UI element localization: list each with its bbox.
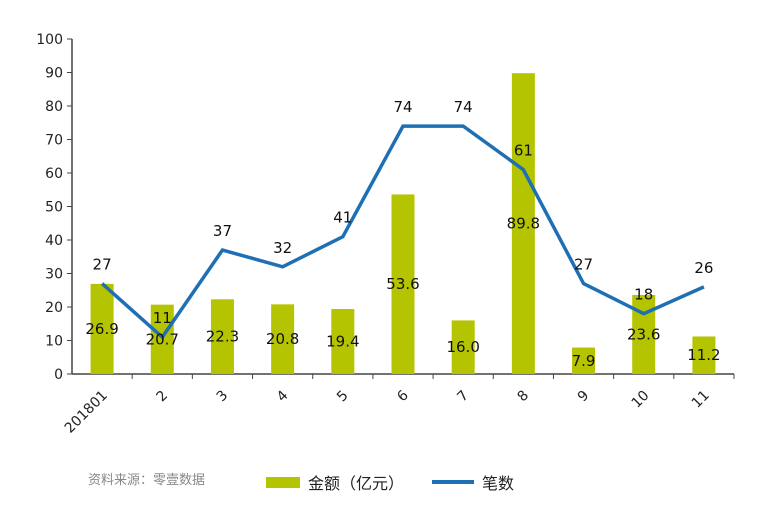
- source-note: 资料来源：零壹数据: [88, 473, 206, 488]
- legend-item-amount: 金额（亿元）: [266, 470, 404, 494]
- bar: [210, 299, 234, 374]
- y-tick-label: 70: [45, 133, 63, 149]
- line-data-label: 61: [514, 142, 533, 160]
- bar-data-label: 23.6: [627, 325, 660, 343]
- line-data-label: 26: [694, 259, 713, 277]
- x-tick-label: 5: [334, 388, 352, 406]
- bar: [632, 294, 656, 374]
- x-tick-label: 6: [394, 387, 412, 405]
- line-data-label: 27: [574, 256, 593, 274]
- x-tick-label: 201801: [62, 388, 111, 437]
- line-data-label: 74: [393, 98, 412, 116]
- legend-label-amount: 金额（亿元）: [308, 474, 405, 493]
- bar: [391, 194, 415, 374]
- bar: [572, 347, 596, 374]
- x-tick-label: 7: [454, 388, 472, 406]
- bar: [511, 73, 535, 375]
- bar-data-label: 20.7: [146, 330, 179, 348]
- bar: [90, 283, 114, 374]
- legend-bar-swatch: [266, 476, 300, 488]
- y-tick-label: 100: [36, 32, 63, 48]
- bar-data-label: 20.8: [266, 330, 299, 348]
- series-line: [100, 124, 705, 340]
- x-tick-label: 2: [153, 388, 171, 406]
- x-tick-label: 3: [214, 388, 232, 406]
- y-tick-label: 80: [45, 99, 63, 115]
- bar-data-label: 11.2: [687, 346, 720, 364]
- line-data-label: 32: [273, 239, 292, 257]
- legend-line-swatch: [432, 480, 474, 484]
- bar: [451, 320, 475, 374]
- line-data-label: 37: [213, 222, 232, 240]
- bar-data-label: 22.3: [206, 328, 239, 346]
- bar-data-label: 89.8: [507, 215, 540, 233]
- bar-data-label: 19.4: [326, 333, 359, 351]
- x-tick-label: 8: [515, 388, 533, 406]
- y-tick-label: 0: [54, 367, 63, 383]
- y-tick-label: 90: [45, 66, 63, 82]
- y-tick-label: 20: [45, 300, 63, 316]
- bar: [271, 304, 295, 374]
- line-data-label: 11: [153, 309, 172, 327]
- bar-data-label: 53.6: [386, 275, 419, 293]
- x-tick-label: 11: [689, 388, 713, 412]
- legend-label-count: 笔数: [482, 474, 515, 493]
- bar: [331, 309, 355, 374]
- y-tick-label: 30: [45, 267, 63, 283]
- y-tick-label: 50: [45, 200, 63, 216]
- line-data-label: 27: [93, 256, 112, 274]
- bar-data-label: 26.9: [85, 320, 118, 338]
- line-data-label: 41: [333, 209, 352, 227]
- bar-data-label: 7.9: [572, 352, 596, 370]
- legend-item-count: 笔数: [432, 470, 514, 494]
- y-tick-label: 40: [45, 233, 63, 249]
- bar-data-label: 16.0: [446, 338, 479, 356]
- y-tick-label: 10: [45, 334, 63, 350]
- x-tick-label: 9: [575, 388, 593, 406]
- x-tick-label: 10: [629, 388, 653, 412]
- line-data-label: 74: [454, 98, 473, 116]
- y-tick-label: 60: [45, 166, 63, 182]
- line-data-label: 18: [634, 286, 653, 304]
- bar: [692, 336, 716, 374]
- x-tick-label: 4: [274, 387, 292, 405]
